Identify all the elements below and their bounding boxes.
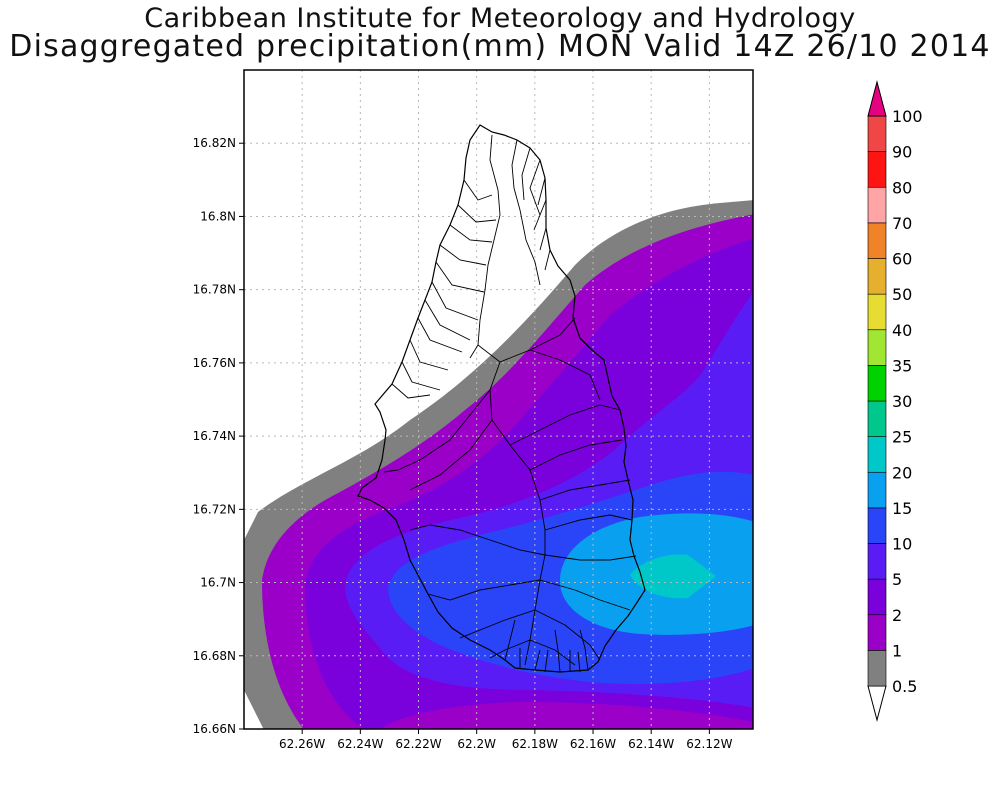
lat-tick-label: 16.82N <box>193 136 236 150</box>
legend-level-label: 80 <box>892 178 912 197</box>
legend-swatch <box>867 115 887 152</box>
legend-level-label: 90 <box>892 143 912 162</box>
legend-level-label: 1 <box>892 641 902 660</box>
legend-swatch <box>867 222 887 259</box>
lon-tick-label: 62.14W <box>628 737 674 751</box>
legend-swatch <box>867 614 887 651</box>
lat-tick-label: 16.8N <box>200 209 236 223</box>
legend-level-label: 20 <box>892 463 912 482</box>
legend-swatch <box>867 365 887 402</box>
lat-tick-label: 16.76N <box>193 356 236 370</box>
legend-level-label: 50 <box>892 285 912 304</box>
legend-swatch <box>867 186 887 224</box>
legend-level-label: 60 <box>892 250 912 269</box>
longitude-axis: 62.26W 62.24W 62.22W 62.2W 62.18W 62.16W 62.14… <box>279 729 733 751</box>
lat-tick-label: 16.78N <box>193 283 236 297</box>
lon-tick-label: 62.12W <box>686 737 732 751</box>
lon-tick-label: 62.18W <box>512 737 558 751</box>
map-subtitle: Disaggregated precipitation(mm) MON Vali… <box>9 29 991 64</box>
island-outline <box>357 124 646 673</box>
legend-swatch <box>867 578 887 616</box>
legend-level-label: 30 <box>892 392 912 411</box>
legend-swatch <box>867 258 887 295</box>
lon-tick-label: 62.24W <box>337 737 383 751</box>
legend-swatch <box>867 543 887 580</box>
lat-tick-label: 16.72N <box>193 502 236 516</box>
legend-level-label: 15 <box>892 499 912 518</box>
legend-level-label: 2 <box>892 606 902 625</box>
legend-level-label: 0.5 <box>892 677 917 696</box>
plot-frame <box>243 69 754 730</box>
legend-swatch <box>867 329 887 366</box>
lat-tick-label: 16.68N <box>193 649 236 663</box>
lon-tick-label: 62.26W <box>279 737 325 751</box>
watershed-network <box>383 134 637 673</box>
legend-arrow-high <box>867 80 887 117</box>
legend-level-label: 5 <box>892 570 902 589</box>
legend-swatch <box>867 400 887 437</box>
legend-level-label: 40 <box>892 321 912 340</box>
legend-level-label: 35 <box>892 356 912 375</box>
legend-swatch <box>867 507 887 544</box>
legend-level-label: 100 <box>892 107 923 126</box>
legend-swatch <box>867 471 887 509</box>
lon-tick-label: 62.16W <box>570 737 616 751</box>
legend-swatch <box>867 650 887 687</box>
legend-swatch <box>867 293 887 331</box>
legend-swatch <box>867 151 887 188</box>
lon-tick-label: 62.2W <box>457 737 496 751</box>
legend-level-label: 70 <box>892 214 912 233</box>
precipitation-field <box>244 70 753 729</box>
legend-level-label: 10 <box>892 535 912 554</box>
legend-swatch <box>867 436 887 473</box>
lat-tick-label: 16.66N <box>193 722 236 736</box>
lat-tick-label: 16.74N <box>193 429 236 443</box>
map-gridlines <box>244 70 753 729</box>
lon-tick-label: 62.22W <box>395 737 441 751</box>
legend-level-label: 25 <box>892 428 912 447</box>
lat-tick-label: 16.7N <box>200 576 236 590</box>
map-title: Caribbean Institute for Meteorology and … <box>144 3 856 34</box>
latitude-axis: 16.66N 16.68N 16.7N 16.72N 16.74N 16.76N 16.78… <box>193 136 244 736</box>
legend-arrow-low <box>867 685 887 722</box>
